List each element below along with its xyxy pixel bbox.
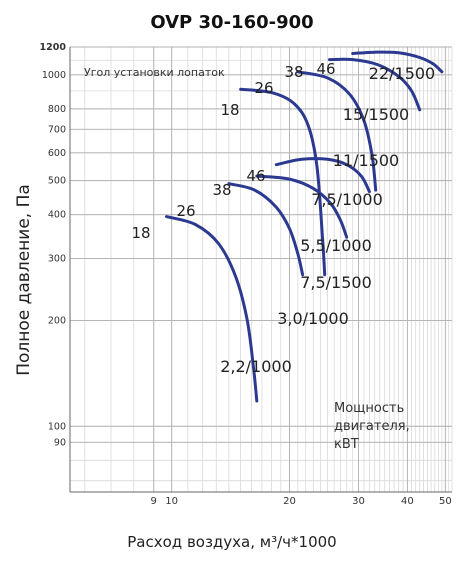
y-tick-label: 90 [54,437,66,448]
series-line [351,50,444,74]
motor-power-label: 15/1500 [343,105,409,124]
series-line [255,174,349,239]
motor-power-note-line: двигателя, [334,419,410,434]
y-tick-label: 300 [48,254,66,265]
y-tick-label: 600 [48,148,66,159]
y-tick-label: 1200 [40,42,67,53]
y-tick-label: 500 [48,176,66,187]
series-line [328,57,422,112]
tick-labels: 9 10 20 30 40 50 90 100 200 300 400 500 600 700 800 100… [40,42,452,507]
plot-frame [69,47,452,493]
motor-power-note-line: кВТ [334,437,359,452]
series-line [296,70,378,192]
y-axis-label: Полное давление, Па [14,184,34,376]
blade-angle-curve-label: 38 [284,63,303,81]
blade-angle-curve-label: 26 [176,202,195,220]
x-tick-label: 50 [439,496,452,507]
motor-power-label: 5,5/1000 [300,236,372,255]
y-tick-label: 400 [48,210,66,221]
y-tick-label: 1000 [42,70,66,81]
series-line [274,157,371,194]
series-line [165,215,259,403]
curves [165,50,444,403]
curve-labels: 18 2,2/1000 26 3,0/1000 38 5,5/1000 46 7,5/1000… [131,60,435,376]
motor-power-label: 22/1500 [369,64,435,83]
blade-angle-label: Угол установки лопаток [84,66,225,79]
motor-power-label: 3,0/1000 [277,309,349,328]
series-line [239,87,327,277]
x-tick-label: 40 [401,496,414,507]
motor-power-note-line: Мощность [334,401,405,416]
x-tick-label: 9 [151,496,157,507]
y-tick-label: 800 [48,104,66,115]
motor-power-label: 11/1500 [333,151,399,170]
x-tick-label: 20 [283,496,296,507]
y-tick-label: 100 [48,421,66,432]
motor-power-label: 2,2/1000 [220,357,292,376]
y-tick-label: 200 [48,315,66,326]
x-tick-label: 10 [165,496,178,507]
blade-angle-curve-label: 18 [220,101,239,119]
motor-power-note: Мощность двигателя, кВТ [334,400,410,454]
x-tick-label: 30 [352,496,365,507]
blade-angle-curve-label: 46 [246,167,265,185]
y-tick-label: 700 [48,124,66,135]
blade-angle-curve-label: 26 [254,79,273,97]
x-axis-label: Расход воздуха, м³/ч*1000 [127,533,337,551]
chart-title: OVP 30-160-900 [150,12,314,33]
motor-power-label: 7,5/1000 [311,190,383,209]
blade-angle-curve-label: 18 [131,224,150,242]
blade-angle-curve-label: 46 [316,60,335,78]
motor-power-label: 7,5/1500 [300,273,372,292]
blade-angle-curve-label: 38 [212,181,231,199]
grid [70,46,453,492]
series-line [227,182,305,277]
